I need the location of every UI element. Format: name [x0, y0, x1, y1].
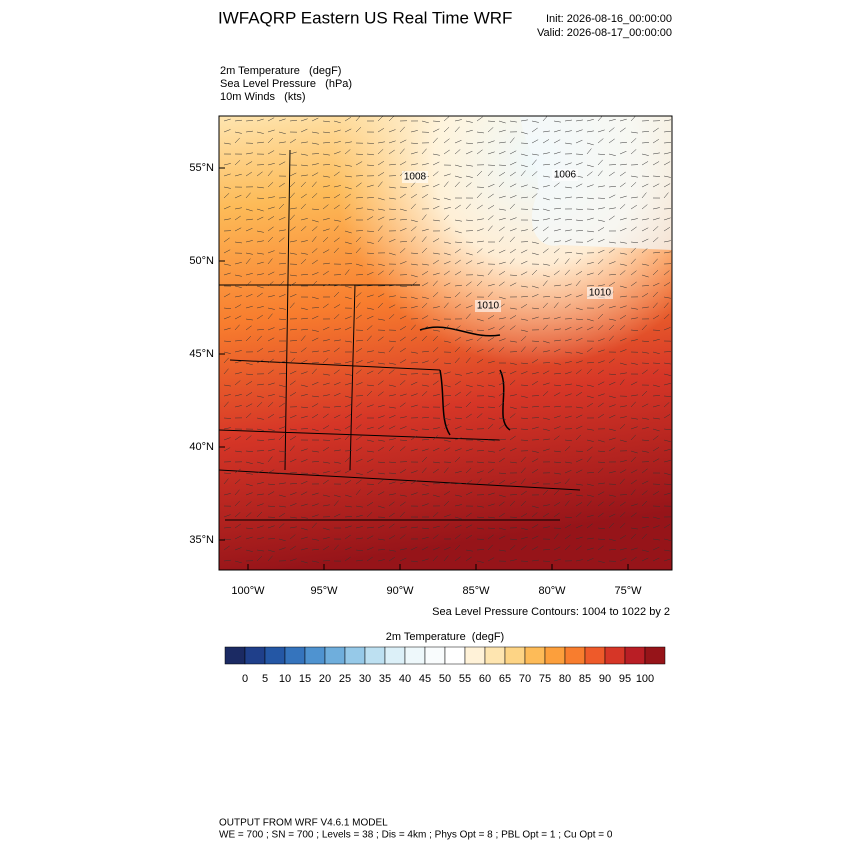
colorbar-label: 5	[262, 673, 268, 685]
field-label: 2m Temperature (degF)	[220, 65, 341, 77]
init-time: Init: 2026-08-16_00:00:00	[546, 13, 672, 25]
colorbar-box	[465, 647, 485, 664]
colorbar-box	[425, 647, 445, 664]
footer-line: WE = 700 ; SN = 700 ; Levels = 38 ; Dis …	[219, 830, 613, 841]
valid-time: Valid: 2026-08-17_00:00:00	[537, 27, 672, 39]
colorbar-label: 65	[499, 673, 511, 685]
colorbar-label: 10	[279, 673, 291, 685]
colorbar-label: 50	[439, 673, 451, 685]
colorbar-box	[505, 647, 525, 664]
colorbar-box	[545, 647, 565, 664]
contour-label: 1006	[554, 170, 577, 181]
colorbar-label: 25	[339, 673, 351, 685]
lat-tick-label: 50°N	[189, 255, 214, 267]
contour-label: 1010	[477, 301, 500, 312]
colorbar-box	[445, 647, 465, 664]
lon-tick-label: 100°W	[231, 585, 265, 597]
colorbar-box	[285, 647, 305, 664]
colorbar-box	[605, 647, 625, 664]
colorbar-box	[345, 647, 365, 664]
colorbar-box	[525, 647, 545, 664]
colorbar-label: 85	[579, 673, 591, 685]
colorbar-label: 35	[379, 673, 391, 685]
colorbar-label: 15	[299, 673, 311, 685]
lat-tick-label: 55°N	[189, 162, 214, 174]
colorbar-label: 20	[319, 673, 331, 685]
colorbar-box	[405, 647, 425, 664]
colorbar-label: 90	[599, 673, 611, 685]
colorbar-label: 45	[419, 673, 431, 685]
colorbar-box	[645, 647, 665, 664]
colorbar-box	[325, 647, 345, 664]
colorbar-box	[225, 647, 245, 664]
colorbar-label: 30	[359, 673, 371, 685]
lon-tick-label: 90°W	[386, 585, 414, 597]
footer-line: OUTPUT FROM WRF V4.6.1 MODEL	[219, 818, 388, 829]
title: IWFAQRP Eastern US Real Time WRF	[218, 8, 512, 27]
colorbar-box	[385, 647, 405, 664]
colorbar-label: 100	[636, 673, 654, 685]
field-label: Sea Level Pressure (hPa)	[220, 78, 352, 90]
hudson-bay-region	[520, 116, 672, 250]
colorbar-label: 70	[519, 673, 531, 685]
colorbar-title: 2m Temperature (degF)	[386, 631, 504, 643]
colorbar-label: 80	[559, 673, 571, 685]
colorbar-label: 0	[242, 673, 248, 685]
colorbar-box	[365, 647, 385, 664]
colorbar-box	[265, 647, 285, 664]
lat-tick-label: 40°N	[189, 441, 214, 453]
colorbar-label: 55	[459, 673, 471, 685]
colorbar-box	[565, 647, 585, 664]
colorbar-box	[585, 647, 605, 664]
lon-tick-label: 85°W	[462, 585, 490, 597]
lon-tick-label: 80°W	[538, 585, 566, 597]
map-area: 1008 1006 1010 1010	[219, 116, 672, 570]
contour-label: 1008	[404, 172, 427, 183]
colorbar-label: 60	[479, 673, 491, 685]
contour-label: 1010	[589, 288, 612, 299]
colorbar-box	[305, 647, 325, 664]
field-label: 10m Winds (kts)	[220, 91, 306, 103]
lat-tick-label: 45°N	[189, 348, 214, 360]
colorbar-box	[245, 647, 265, 664]
lon-tick-label: 95°W	[310, 585, 338, 597]
colorbar-label: 75	[539, 673, 551, 685]
colorbar-box	[485, 647, 505, 664]
colorbar-label: 95	[619, 673, 631, 685]
colorbar-label: 40	[399, 673, 411, 685]
lat-tick-label: 35°N	[189, 534, 214, 546]
lon-tick-label: 75°W	[614, 585, 642, 597]
colorbar-box	[625, 647, 645, 664]
contour-note: Sea Level Pressure Contours: 1004 to 102…	[432, 606, 670, 618]
